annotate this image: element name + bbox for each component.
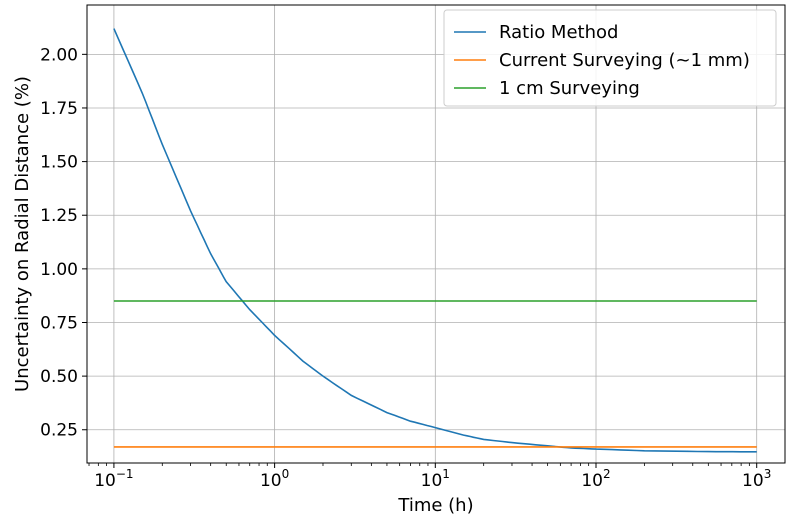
legend-box <box>443 9 777 107</box>
x-tick-label: 103 <box>742 467 771 491</box>
x-axis-ticks: 10−1 100 101 102 103 <box>88 463 771 491</box>
x-tick-label: 102 <box>581 467 610 491</box>
y-tick-label: 1.75 <box>40 99 78 119</box>
x-tick-label: 100 <box>260 467 289 491</box>
y-tick-label: 0.50 <box>40 367 78 387</box>
legend-label: 1 cm Surveying <box>499 78 640 99</box>
series-lines <box>113 28 757 453</box>
y-tick-label: 1.25 <box>40 206 78 226</box>
legend-label: Current Surveying (~1 mm) <box>499 50 750 71</box>
y-tick-label: 0.25 <box>40 421 78 441</box>
x-tick-label: 101 <box>421 467 450 491</box>
y-axis-label: Uncertainty on Radial Distance (%) <box>12 76 33 392</box>
x-axis-label: Time (h) <box>397 495 473 516</box>
y-tick-label: 2.00 <box>40 45 78 65</box>
y-axis-ticks: 0.25 0.50 0.75 1.00 1.25 1.50 1.75 2.00 <box>40 45 87 441</box>
series-line <box>113 28 757 453</box>
y-tick-label: 1.00 <box>40 260 78 280</box>
legend: Ratio Method Current Surveying (~1 mm) 1 c… <box>443 9 777 107</box>
x-tick-label: 10−1 <box>94 467 133 491</box>
legend-label: Ratio Method <box>499 22 618 43</box>
y-tick-label: 0.75 <box>40 313 78 333</box>
y-tick-label: 1.50 <box>40 153 78 173</box>
plot-frame <box>86 4 786 464</box>
